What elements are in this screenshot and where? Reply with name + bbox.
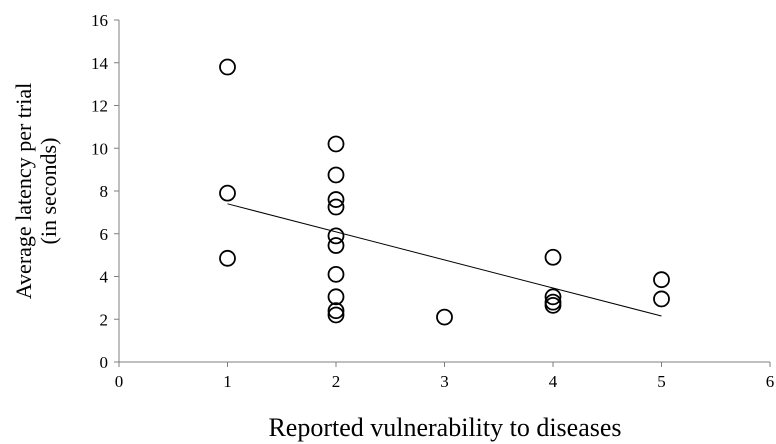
y-axis-title: Average latency per trial (in seconds) xyxy=(11,83,61,299)
y-tick-label: 16 xyxy=(91,11,108,30)
y-tick-label: 10 xyxy=(91,139,108,158)
data-point xyxy=(436,308,453,326)
data-point xyxy=(327,227,345,245)
data-point xyxy=(544,296,562,314)
data-point xyxy=(327,237,345,254)
data-point xyxy=(327,198,345,216)
x-axis-ticks: 0 1 2 3 4 5 6 xyxy=(115,362,775,391)
data-point xyxy=(327,135,345,153)
data-point xyxy=(544,248,562,266)
y-axis-title-line: (in seconds) xyxy=(36,138,61,245)
data-point xyxy=(653,290,670,308)
data-point xyxy=(327,302,345,320)
x-tick-label: 5 xyxy=(657,372,666,391)
y-tick-label: 4 xyxy=(100,268,109,287)
data-point xyxy=(653,271,670,289)
y-tick-label: 8 xyxy=(100,182,109,201)
y-tick-label: 14 xyxy=(91,54,109,73)
data-point xyxy=(219,58,236,76)
data-points xyxy=(219,58,670,326)
data-point xyxy=(327,306,345,324)
y-axis-ticks: 0 2 4 6 8 10 12 14 16 xyxy=(91,11,119,372)
trend-line xyxy=(227,203,662,317)
x-tick-label: 2 xyxy=(332,372,341,391)
x-tick-label: 0 xyxy=(115,372,124,391)
y-axis-title-line: Average latency per trial xyxy=(11,83,36,299)
data-point xyxy=(327,191,345,208)
x-tick-label: 1 xyxy=(223,372,232,391)
data-point xyxy=(327,288,345,306)
y-tick-label: 2 xyxy=(100,310,109,329)
data-point xyxy=(544,288,562,306)
data-point xyxy=(219,249,236,267)
x-tick-label: 3 xyxy=(440,372,449,391)
data-point xyxy=(327,166,345,184)
y-tick-label: 0 xyxy=(100,353,109,372)
x-tick-label: 6 xyxy=(766,372,775,391)
data-point xyxy=(219,184,236,202)
data-point xyxy=(327,265,345,283)
x-axis-title: Reported vulnerability to diseases xyxy=(268,413,621,442)
y-tick-label: 6 xyxy=(100,225,109,244)
x-tick-label: 4 xyxy=(549,372,558,391)
y-tick-label: 12 xyxy=(91,97,108,116)
